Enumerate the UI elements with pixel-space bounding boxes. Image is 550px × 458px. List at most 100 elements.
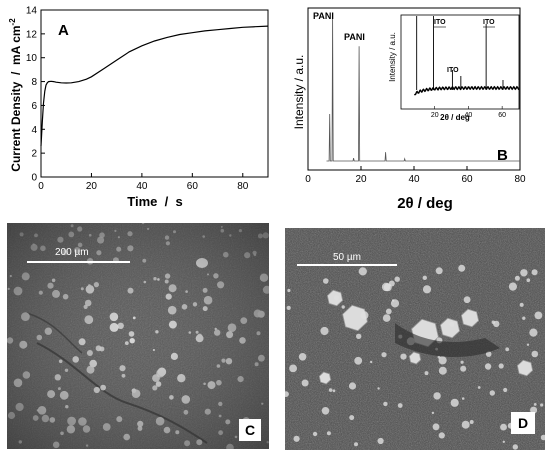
panel-d-crystal [381,282,391,292]
panel-d-crystal [531,269,538,276]
panel-d-label: D [511,412,535,434]
panel-d-crystal [333,295,339,301]
panel-b-inset-ito-2: ITO [483,19,495,26]
panel-d-crystal [460,365,467,372]
panel-d-crystal [388,280,395,287]
panel-b-plot-group: 0 20 40 60 80 [305,7,526,185]
panel-a-ytick-label: 0 [31,173,37,184]
panel-a-xlabel: Time / s [127,194,182,209]
panel-d-scale-bar [297,264,397,266]
panel-b-inset: 20 40 60 ITO ITO ITO 2θ / deg Intensity / … [388,14,520,122]
panel-d-sem-image: 50 µm D [285,228,545,450]
panel-d-crystal [449,322,455,327]
panel-d-hex-crystal [408,351,422,365]
panel-b-series-line [326,13,520,162]
panel-b-inset-xtick-label: 20 [431,112,439,119]
panel-a-ytick-label: 14 [26,6,38,17]
panel-d-hex-crystal [439,317,461,339]
panel-d-crystal [422,285,432,294]
panel-d-crystal [377,437,384,445]
panel-d-texture [285,228,545,450]
panel-d-crystal [356,333,362,339]
panel-d-crystal [381,352,387,358]
panel-d-crystal [354,356,363,365]
panel-a-xtick-label: 0 [38,181,44,192]
panel-d-crystal [320,326,329,336]
panel-b-inset-plot: 20 40 60 [413,16,520,119]
panel-d-crystal [514,275,520,281]
panel-d-crystal [520,269,528,277]
panel-b-annotation-pani-2: PANI [344,32,365,42]
panel-d-dark-region [395,323,500,358]
panel-d-crystal [438,356,447,365]
panel-d-crystal [354,442,358,447]
panel-c-label: C [239,419,261,441]
panel-d-crystal [458,264,466,272]
panel-d-crystal [519,302,524,307]
panel-a-xtick-label: 40 [136,181,148,192]
panel-d-crystal [533,403,537,406]
panel-d-crystal [289,364,297,373]
panel-d-crystal [526,343,530,346]
panel-a-xtick-label: 80 [237,181,249,192]
panel-d-crystal [477,386,481,389]
panel-d-crystal [534,311,543,320]
panel-b-inset-xtick-label: 40 [465,112,473,119]
panel-b-xtick-label: 60 [461,174,473,185]
panel-d-crystal [522,316,526,320]
panel-a-ytick-label: 2 [31,149,37,160]
panel-d-crystal [484,363,492,370]
panel-d-crystal [431,411,435,415]
panel-d-crystal [460,360,464,364]
panel-d-crystal [508,282,517,291]
panel-b-chart: 0 20 40 60 80 PANI PANI B 2θ / deg Intensity… [292,7,526,212]
panel-c-texture [7,223,269,449]
panel-d-crystal [505,347,510,352]
panel-a-ytick-label: 8 [31,77,37,88]
panel-d-crystal [530,406,538,414]
panel-a-xtick-label: 20 [86,181,98,192]
panel-d-crystal [332,389,336,393]
panel-d-crystal [498,363,504,369]
panel-a-chart: 0 20 40 60 80 0 2 4 6 8 10 12 14 A Time / s Current … [8,6,269,209]
panel-d-crystal [512,444,518,450]
panel-a-xtick-label: 60 [187,181,199,192]
panel-d-crystal [526,278,531,282]
panel-d-scale-text: 50 µm [333,252,361,263]
panel-d-crystal [531,350,539,358]
panel-d-crystal [321,407,330,415]
panel-d-crystal [293,435,300,442]
panel-d-crystals [285,264,545,450]
panel-b-inset-ylabel: Intensity / a.u. [388,32,397,82]
panel-d-hex-crystal [516,359,534,377]
panel-d-crystal [287,288,291,293]
panel-d-crystal [301,379,309,387]
panel-d-crystal [341,305,345,309]
panel-b-inset-xlabel: 2θ / deg [440,113,470,122]
panel-d-crystal [461,420,470,429]
panel-d-crystal [438,432,445,439]
panel-d-crystal [489,390,495,396]
panel-d-crystal [529,328,538,337]
panel-d-crystal [358,267,367,276]
panel-d-crystal [383,401,388,407]
panel-a-frame [40,9,269,178]
panel-a-ylabel-sup: -2 [8,18,17,26]
panel-d-crystal [382,314,391,322]
panel-b-annotation-pani-1: PANI [313,11,334,21]
panel-d-crystal [500,423,507,431]
panel-d-crystal [360,311,369,320]
panel-d-crystal [422,275,427,280]
panel-d-crystal [424,371,429,376]
panel-d-crystal [323,278,329,284]
panel-c-scale-bar [27,261,130,263]
panel-b-label: B [497,147,508,164]
panel-d-crystal [348,382,357,390]
panel-b-inset-xtick-label: 60 [498,112,506,119]
panel-a-ytick-label: 12 [26,29,38,40]
panel-d-crystal [502,440,505,443]
panel-d-crystal [503,387,508,393]
panel-d-crystal [328,388,333,392]
panel-d-crystal [285,391,289,397]
panel-d-crystal [437,355,441,359]
